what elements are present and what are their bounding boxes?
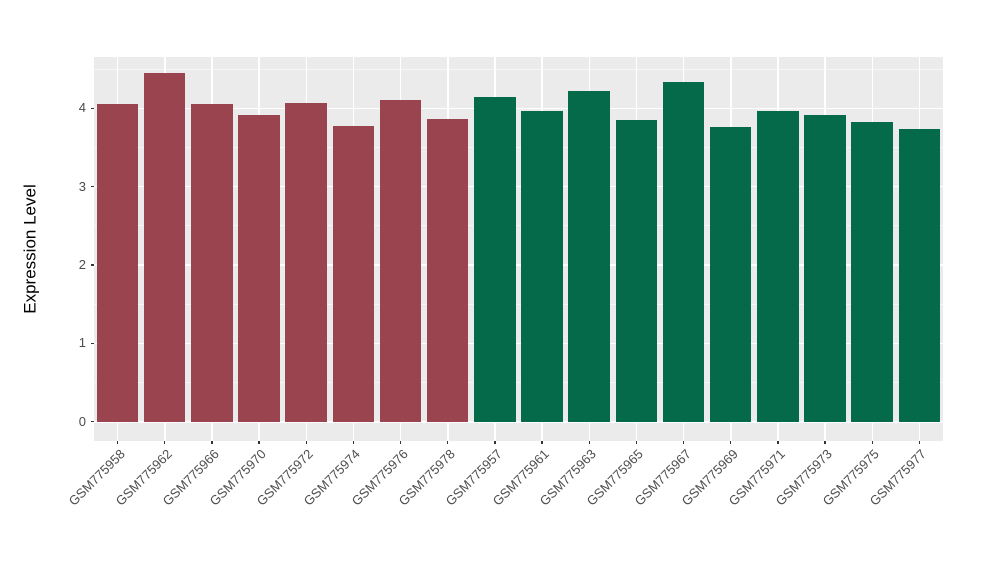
x-tick-mark bbox=[258, 441, 260, 444]
y-tick-mark bbox=[91, 107, 94, 109]
bar-GSM775961 bbox=[521, 111, 563, 422]
bar-GSM775962 bbox=[143, 73, 186, 422]
x-tick-mark bbox=[682, 441, 685, 444]
y-tick-label: 4 bbox=[78, 100, 86, 116]
x-tick-mark bbox=[871, 441, 873, 444]
x-tick-mark bbox=[824, 441, 826, 444]
x-tick-mark bbox=[352, 441, 355, 444]
x-tick-mark bbox=[918, 441, 921, 444]
x-tick-mark bbox=[305, 441, 307, 444]
minor-gridline bbox=[94, 382, 943, 384]
bar-GSM775970 bbox=[238, 114, 280, 422]
major-gridline bbox=[94, 342, 943, 345]
bar-GSM775972 bbox=[285, 102, 327, 422]
bar-GSM775976 bbox=[379, 99, 422, 422]
x-tick-mark bbox=[116, 441, 119, 444]
minor-gridline bbox=[94, 68, 943, 70]
bar-GSM775974 bbox=[332, 125, 375, 422]
minor-gridline bbox=[94, 147, 943, 148]
y-tick-label: 0 bbox=[78, 413, 86, 429]
bar-GSM775978 bbox=[426, 118, 469, 422]
minor-gridline bbox=[94, 225, 943, 227]
major-gridline bbox=[94, 185, 943, 188]
y-axis-title: Expression Level bbox=[21, 184, 40, 314]
x-tick-mark bbox=[164, 441, 166, 444]
bar-GSM775963 bbox=[568, 91, 610, 422]
x-tick-mark bbox=[730, 441, 732, 444]
y-tick-mark bbox=[91, 342, 94, 345]
bar-GSM775965 bbox=[615, 120, 658, 422]
major-gridline bbox=[94, 264, 943, 266]
bar-GSM775958 bbox=[96, 103, 139, 422]
y-tick-label: 2 bbox=[78, 257, 86, 273]
x-tick-mark bbox=[541, 441, 543, 444]
y-tick-label: 3 bbox=[78, 178, 86, 194]
bar-GSM775957 bbox=[474, 96, 516, 422]
bar-GSM775975 bbox=[851, 121, 893, 422]
x-tick-mark bbox=[777, 441, 779, 444]
major-gridline bbox=[94, 107, 943, 110]
bar-GSM775973 bbox=[804, 115, 846, 422]
minor-gridline bbox=[94, 303, 943, 305]
y-tick-label: 1 bbox=[78, 335, 86, 351]
bar-GSM775969 bbox=[709, 127, 752, 422]
plot-panel bbox=[94, 57, 943, 441]
bar-GSM775966 bbox=[191, 104, 233, 422]
x-tick-mark bbox=[447, 441, 449, 444]
y-tick-mark bbox=[91, 264, 94, 266]
x-tick-mark bbox=[494, 441, 496, 444]
x-tick-mark bbox=[588, 441, 590, 444]
x-tick-mark bbox=[635, 441, 638, 444]
bar-GSM775967 bbox=[662, 81, 705, 422]
y-tick-mark bbox=[91, 421, 94, 423]
x-tick-mark bbox=[399, 441, 402, 444]
major-gridline bbox=[94, 421, 943, 423]
bar-GSM775971 bbox=[757, 111, 799, 422]
y-tick-mark bbox=[91, 186, 94, 188]
x-tick-mark bbox=[211, 441, 213, 444]
bar-GSM775977 bbox=[898, 128, 941, 422]
